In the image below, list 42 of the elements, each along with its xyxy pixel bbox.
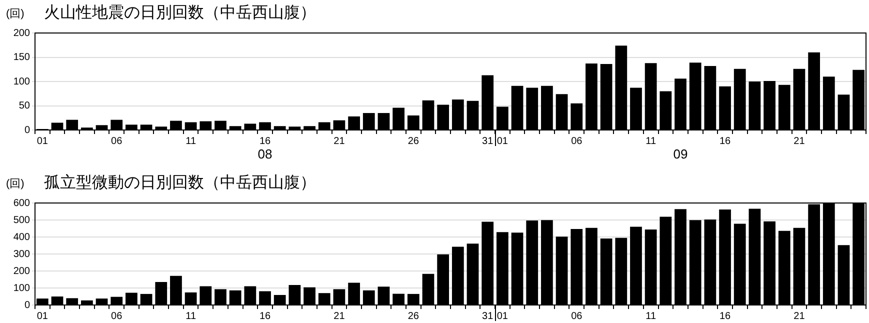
x-tick-label: 31 xyxy=(482,136,494,147)
x-tick-label: 26 xyxy=(408,136,420,147)
chart-title: 火山性地震の日別回数（中岳西山腹） xyxy=(44,3,316,22)
x-tick-label: 06 xyxy=(571,310,583,322)
x-tick-label: 11 xyxy=(646,310,656,322)
x-tick-label: 21 xyxy=(794,310,806,322)
x-tick-label: 01 xyxy=(496,310,508,322)
y-tick-label: 0 xyxy=(24,300,30,311)
y-tick-label: 600 xyxy=(13,198,30,209)
x-tick-label: 16 xyxy=(719,310,732,322)
y-tick-label: 500 xyxy=(13,214,30,226)
x-tick-label: 21 xyxy=(334,136,346,147)
y-axis-title: (回) xyxy=(6,178,24,190)
x-tick-label: 21 xyxy=(334,310,346,322)
y-tick-label: 200 xyxy=(13,266,30,277)
chart-title: 孤立型微動の日別回数（中岳西山腹） xyxy=(44,173,316,192)
x-tick-label: 11 xyxy=(186,136,196,147)
y-tick-label: 100 xyxy=(13,282,30,294)
x-tick-label: 26 xyxy=(408,310,420,322)
x-tick-label: 06 xyxy=(111,310,123,322)
x-tick-label: 31 xyxy=(482,310,494,322)
y-tick-label: 150 xyxy=(13,52,30,63)
x-tick-label: 21 xyxy=(794,136,806,147)
y-tick-label: 0 xyxy=(24,124,30,136)
y-tick-label: 400 xyxy=(13,232,30,243)
y-tick-label: 200 xyxy=(13,28,30,39)
x-tick-label: 01 xyxy=(36,136,48,147)
x-tick-label: 16 xyxy=(719,136,732,147)
y-tick-label: 100 xyxy=(13,76,30,88)
x-tick-label: 11 xyxy=(186,310,196,322)
x-tick-label: 06 xyxy=(571,136,583,147)
y-tick-label: 50 xyxy=(18,100,30,112)
y-axis-title: (回) xyxy=(6,8,24,20)
text: 08 xyxy=(258,146,272,162)
x-tick-label: 06 xyxy=(111,136,123,147)
x-tick-label: 01 xyxy=(36,310,48,322)
x-tick-label: 01 xyxy=(496,136,508,147)
y-tick-label: 300 xyxy=(13,248,30,260)
text: 09 xyxy=(673,146,688,162)
x-tick-label: 16 xyxy=(259,310,272,322)
x-tick-label: 11 xyxy=(646,136,656,147)
x-tick-label: 16 xyxy=(259,136,272,147)
